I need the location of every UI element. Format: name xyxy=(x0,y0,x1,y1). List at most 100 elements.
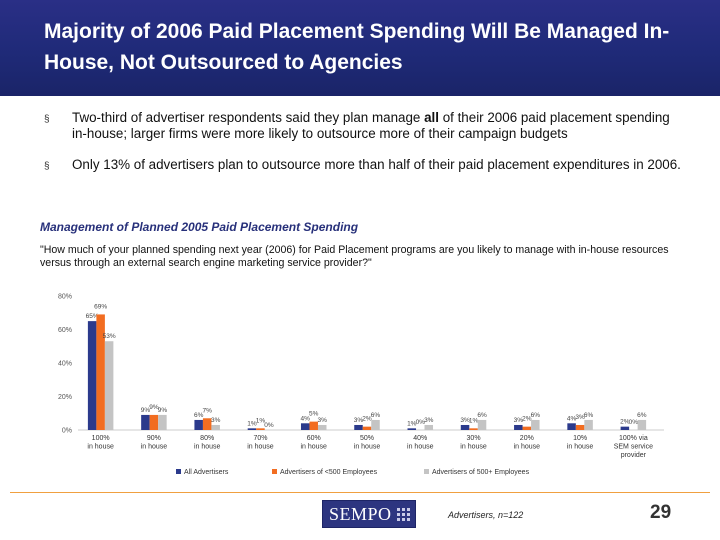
x-tick-label-line: 70% xyxy=(253,435,267,442)
source-note: Advertisers, n=122 xyxy=(448,510,524,520)
sempo-logo: SEMPO xyxy=(322,500,416,528)
data-label: 65% xyxy=(86,313,99,320)
x-tick-label: 50% in house xyxy=(354,435,381,451)
legend-label: All Advertisers xyxy=(184,469,229,476)
bullet-marker: § xyxy=(44,114,50,125)
x-tick-label: 60% in house xyxy=(300,435,327,451)
bullet-text: Only 13% of advertisers plan to outsourc… xyxy=(72,157,681,172)
x-tick-label-line: 20% xyxy=(520,435,534,442)
bar xyxy=(567,423,576,430)
x-tick-label: 100% in house xyxy=(87,435,114,451)
x-tick-label-line: 10% xyxy=(573,435,587,442)
bullet-item: § Only 13% of advertisers plan to outsou… xyxy=(44,157,684,173)
data-label: 3% xyxy=(460,417,470,424)
bar xyxy=(362,426,372,430)
bar xyxy=(522,426,532,430)
bullet-text: Two-third of advertiser respondents said… xyxy=(72,110,425,125)
survey-question: "How much of your planned spending next … xyxy=(40,244,669,269)
x-tick-label-line: in house xyxy=(87,444,114,451)
bar xyxy=(477,419,487,430)
x-tick-label-line: provider xyxy=(621,452,647,459)
data-label: 9% xyxy=(141,407,151,414)
bar xyxy=(424,424,434,430)
data-label: 0% xyxy=(416,419,426,426)
bar xyxy=(354,424,363,430)
bar xyxy=(531,419,540,430)
y-tick-label: 60% xyxy=(58,327,72,334)
bar xyxy=(514,424,523,430)
bar-chart: 0% 20% 40% 60% 80% 65% 69% 53% 100% in house 9% 9% 9… xyxy=(58,294,664,476)
logo-dots-icon xyxy=(397,508,411,522)
bar xyxy=(637,419,647,430)
x-tick-label-line: SEM service xyxy=(614,444,653,451)
y-tick-label: 80% xyxy=(58,294,72,301)
x-tick-label-line: in house xyxy=(514,444,541,451)
data-label: 3% xyxy=(575,414,585,421)
data-label: 3% xyxy=(318,417,328,424)
data-label: 6% xyxy=(584,412,594,419)
data-label: 7% xyxy=(202,407,212,414)
data-label: 2% xyxy=(522,416,532,423)
footer-divider xyxy=(10,492,710,493)
chart-title: Management of Planned 2005 Paid Placemen… xyxy=(40,220,359,234)
bar xyxy=(211,424,220,430)
bar xyxy=(469,428,478,430)
x-tick-label-line: 50% xyxy=(360,435,374,442)
bullet-emphasis: all xyxy=(424,110,439,125)
data-label: 53% xyxy=(103,333,116,340)
data-label: 3% xyxy=(514,417,524,424)
x-tick-label-line: 80% xyxy=(200,435,214,442)
data-label: 4% xyxy=(567,415,577,422)
bar xyxy=(194,419,203,430)
x-tick-label-line: in house xyxy=(141,444,168,451)
x-tick-label-line: in house xyxy=(194,444,221,451)
bar xyxy=(149,414,159,430)
x-tick-label-line: 30% xyxy=(467,435,481,442)
data-label: 2% xyxy=(620,419,630,426)
data-label: 6% xyxy=(194,412,204,419)
data-label: 3% xyxy=(211,417,221,424)
bullet-item: § Two-third of advertiser respondents sa… xyxy=(44,110,684,141)
bar xyxy=(300,423,310,430)
bar xyxy=(575,424,585,430)
y-tick-label: 40% xyxy=(58,361,72,368)
legend-swatch xyxy=(176,469,181,474)
legend-label: Advertisers of 500+ Employees xyxy=(432,469,530,476)
slide-title: Majority of 2006 Paid Placement Spending… xyxy=(44,20,670,74)
bar xyxy=(202,418,212,430)
x-tick-label-line: 100% via xyxy=(619,435,648,442)
data-label: 6% xyxy=(531,412,541,419)
data-label: 5% xyxy=(309,411,319,418)
y-tick-label: 0% xyxy=(62,428,72,435)
title-banner: Majority of 2006 Paid Placement Spending… xyxy=(0,0,720,96)
x-tick-label: 70% in house xyxy=(247,435,274,451)
bar xyxy=(584,419,593,430)
legend-label: Advertisers of <500 Employees xyxy=(280,469,378,476)
bar xyxy=(620,426,630,430)
x-tick-label-line: 60% xyxy=(307,435,321,442)
bar xyxy=(256,428,265,430)
bullet-list: § Two-third of advertiser respondents sa… xyxy=(44,110,684,189)
bar xyxy=(407,428,417,430)
data-label: 1% xyxy=(247,420,257,427)
bullet-marker: § xyxy=(44,161,50,172)
data-label: 9% xyxy=(149,404,159,411)
x-tick-label-line: in house xyxy=(300,444,327,451)
x-tick-label-line: in house xyxy=(460,444,487,451)
x-tick-label-line: in house xyxy=(567,444,594,451)
bar xyxy=(460,424,470,430)
data-label: 2% xyxy=(362,416,372,423)
x-tick-label-line: in house xyxy=(247,444,274,451)
y-tick-label: 20% xyxy=(58,394,72,401)
bar xyxy=(158,414,167,430)
x-tick-label: 20% in house xyxy=(514,435,541,451)
data-label: 0% xyxy=(629,419,639,426)
x-tick-label: 90% in house xyxy=(141,435,168,451)
x-tick-label: 40% in house xyxy=(407,435,434,451)
x-tick-label-line: in house xyxy=(354,444,381,451)
data-label: 1% xyxy=(256,417,266,424)
data-label: 69% xyxy=(94,303,107,310)
data-label: 0% xyxy=(264,422,274,429)
x-tick-label-line: 90% xyxy=(147,435,161,442)
x-tick-label: 100% via SEM service provider xyxy=(614,435,653,459)
